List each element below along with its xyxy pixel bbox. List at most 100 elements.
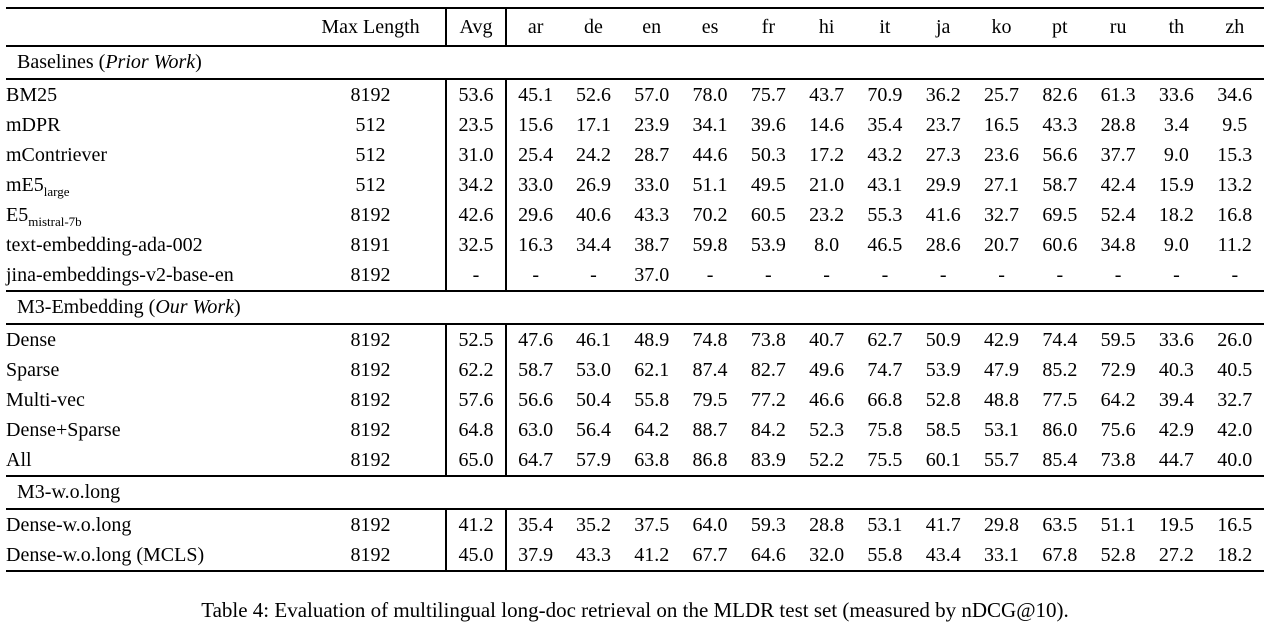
- value-cell: 85.4: [1042, 449, 1078, 471]
- column-header-language: it: [855, 8, 915, 47]
- max-length-cell: 8192: [350, 419, 391, 441]
- value-cell: 24.2: [575, 144, 611, 166]
- value-cell: 23.7: [925, 114, 961, 136]
- value-cell: 53.1: [867, 514, 903, 536]
- value-cell: 60.1: [925, 449, 961, 471]
- value-cell: 15.3: [1217, 144, 1253, 166]
- value-cell: 43.2: [867, 144, 903, 166]
- value-cell: 33.6: [1158, 84, 1194, 106]
- value-cell: 64.2: [634, 419, 670, 441]
- value-cell: 55.8: [634, 389, 670, 411]
- value-cell: 82.7: [750, 359, 786, 381]
- value-cell: 19.5: [1158, 514, 1194, 536]
- value-cell: 53.9: [925, 359, 961, 381]
- avg-cell: 62.2: [445, 355, 507, 385]
- column-header-language: fr: [739, 8, 798, 47]
- value-cell: 52.6: [575, 84, 611, 106]
- max-length-cell: 8192: [350, 514, 391, 536]
- value-cell: 16.5: [984, 114, 1020, 136]
- value-cell: 25.7: [984, 84, 1020, 106]
- value-cell: 59.5: [1100, 329, 1136, 351]
- value-cell: 55.3: [867, 204, 903, 226]
- column-header-language: th: [1147, 8, 1206, 47]
- value-cell: 43.3: [575, 544, 611, 566]
- table-row: Dense-w.o.long 8192 41.2 35.4 35.2 37.5 64.0 59…: [6, 509, 1264, 540]
- value-cell: 9.0: [1163, 234, 1189, 256]
- value-cell: 79.5: [692, 389, 728, 411]
- value-cell: 58.5: [925, 419, 961, 441]
- value-cell: 41.2: [634, 544, 670, 566]
- value-cell: -: [881, 264, 889, 286]
- avg-cell: 42.6: [445, 200, 507, 230]
- max-length-cell: 512: [355, 174, 386, 196]
- value-cell: 46.1: [575, 329, 611, 351]
- table-row: mE5large 512 34.2 33.0 26.9 33.0 51.1 49.5 21.0 4…: [6, 170, 1264, 200]
- value-cell: 16.5: [1217, 514, 1253, 536]
- table-container: Max Length Avg ar de en es fr hi it ja ko pt ru th z…: [6, 7, 1264, 572]
- value-cell: 46.5: [867, 234, 903, 256]
- value-cell: 44.7: [1158, 449, 1194, 471]
- value-cell: 44.6: [692, 144, 728, 166]
- value-cell: 35.4: [518, 514, 554, 536]
- value-cell: 14.6: [809, 114, 845, 136]
- value-cell: 74.8: [692, 329, 728, 351]
- value-cell: 17.1: [575, 114, 611, 136]
- value-cell: 59.3: [750, 514, 786, 536]
- section-header-row: M3-w.o.long: [6, 475, 1264, 510]
- max-length-cell: 8192: [350, 544, 391, 566]
- model-label: mDPR: [6, 114, 61, 136]
- value-cell: 75.6: [1100, 419, 1136, 441]
- value-cell: 32.7: [1217, 389, 1253, 411]
- value-cell: 64.0: [692, 514, 728, 536]
- value-cell: 48.9: [634, 329, 670, 351]
- value-cell: 39.4: [1158, 389, 1194, 411]
- value-cell: 33.0: [634, 174, 670, 196]
- column-header-language: ar: [506, 8, 565, 47]
- value-cell: 27.2: [1158, 544, 1194, 566]
- column-header-language: en: [622, 8, 681, 47]
- value-cell: 40.0: [1217, 449, 1253, 471]
- value-cell: 32.7: [984, 204, 1020, 226]
- value-cell: 43.3: [1042, 114, 1078, 136]
- value-cell: -: [590, 264, 597, 286]
- value-cell: 50.3: [750, 144, 786, 166]
- value-cell: 63.0: [518, 419, 554, 441]
- max-length-cell: 8192: [350, 84, 391, 106]
- value-cell: 21.0: [809, 174, 845, 196]
- model-label: mE5large: [6, 174, 70, 199]
- value-cell: 82.6: [1042, 84, 1078, 106]
- value-cell: 33.1: [984, 544, 1020, 566]
- value-cell: -: [1231, 264, 1239, 286]
- avg-cell: 32.5: [445, 230, 507, 260]
- table-body: Baselines (Prior Work) BM25 8192 53.6 45.1 52…: [6, 45, 1264, 571]
- value-cell: 32.0: [809, 544, 845, 566]
- table-row: All 8192 65.0 64.7 57.9 63.8 86.8 83.9 52.2 75.5 6…: [6, 445, 1264, 476]
- avg-cell: 23.5: [445, 110, 507, 140]
- value-cell: 64.6: [750, 544, 786, 566]
- value-cell: 57.9: [575, 449, 611, 471]
- value-cell: 37.7: [1100, 144, 1136, 166]
- value-cell: 56.6: [518, 389, 554, 411]
- value-cell: 75.8: [867, 419, 903, 441]
- model-label: All: [6, 449, 32, 471]
- avg-cell: 45.0: [445, 540, 507, 571]
- value-cell: 78.0: [692, 84, 728, 106]
- value-cell: 63.5: [1042, 514, 1078, 536]
- value-cell: 28.8: [1100, 114, 1136, 136]
- column-header-avg: Avg: [445, 8, 507, 47]
- max-length-cell: 8192: [350, 359, 391, 381]
- avg-cell: -: [445, 260, 507, 291]
- value-cell: 15.9: [1158, 174, 1194, 196]
- avg-cell: 34.2: [445, 170, 507, 200]
- column-header-language: ko: [972, 8, 1031, 47]
- value-cell: 41.6: [925, 204, 961, 226]
- value-cell: 39.6: [750, 114, 786, 136]
- value-cell: 56.4: [575, 419, 611, 441]
- column-header-language: ja: [914, 8, 973, 47]
- section-header-row: Baselines (Prior Work): [6, 45, 1264, 80]
- value-cell: 87.4: [692, 359, 728, 381]
- value-cell: -: [532, 264, 539, 286]
- value-cell: 64.2: [1100, 389, 1136, 411]
- model-label: text-embedding-ada-002: [6, 234, 203, 256]
- value-cell: 42.9: [984, 329, 1020, 351]
